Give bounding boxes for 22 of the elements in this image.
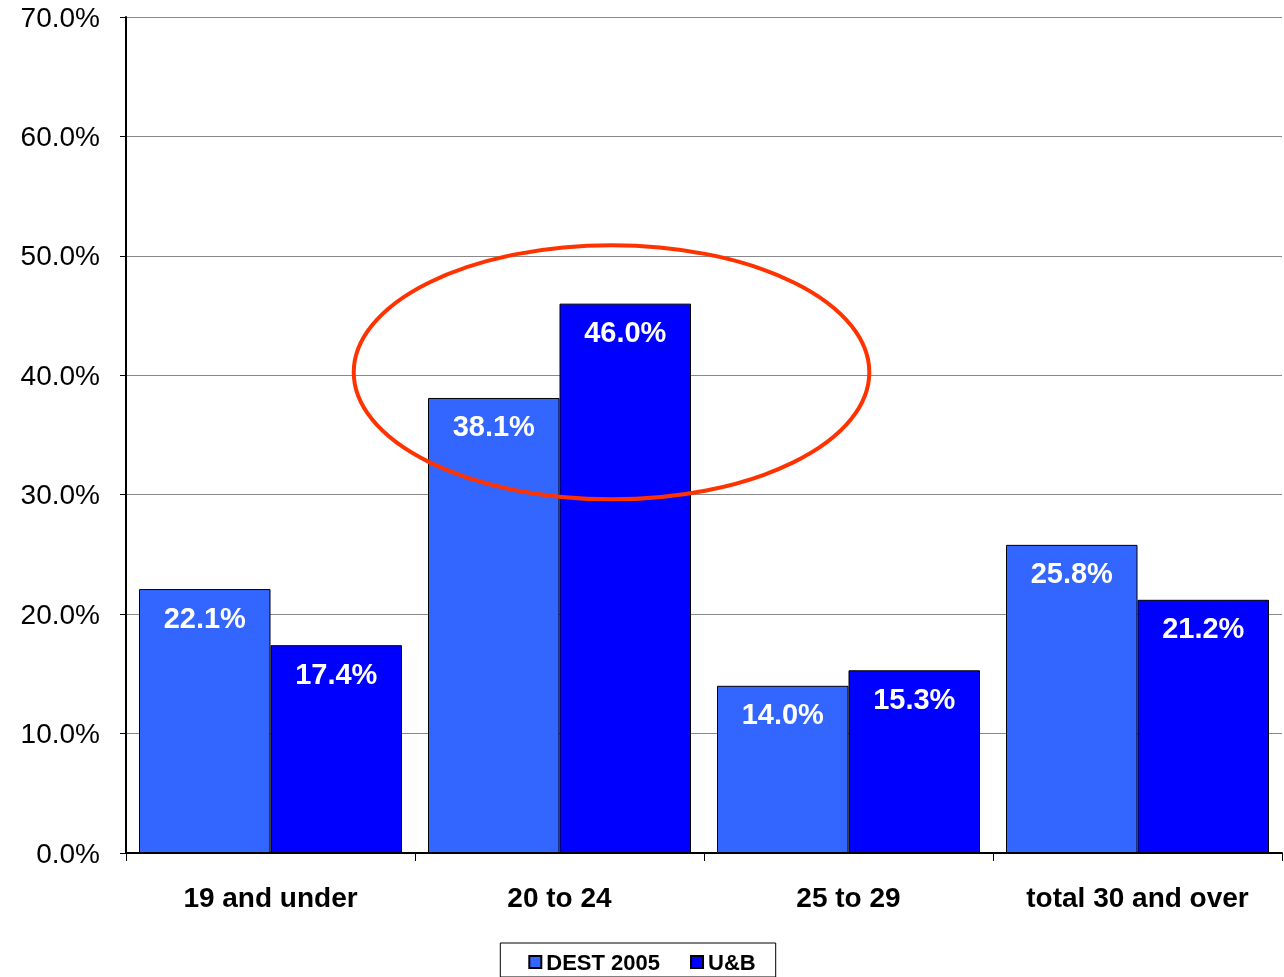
y-tick-label: 30.0%	[20, 479, 100, 511]
data-label: 25.8%	[1030, 557, 1114, 590]
y-tick-label: 60.0%	[20, 120, 100, 152]
y-tick-label: 20.0%	[20, 598, 100, 630]
data-label: 17.4%	[295, 657, 378, 690]
x-tick-label: 25 to 29	[796, 881, 901, 913]
data-label: 22.1%	[163, 601, 247, 634]
y-tick-label: 0.0%	[36, 837, 100, 869]
data-label: 38.1%	[452, 410, 536, 443]
y-tick-label: 70.0%	[20, 1, 100, 33]
y-tick-label: 10.0%	[20, 718, 100, 750]
x-tick-label: 19 and under	[183, 881, 358, 913]
data-label: 46.0%	[584, 316, 667, 349]
legend-label: DEST 2005	[546, 949, 661, 975]
y-tick-label: 50.0%	[20, 240, 100, 272]
data-label: 15.3%	[873, 682, 956, 715]
legend-label: U&B	[708, 949, 756, 975]
data-label: 14.0%	[741, 698, 825, 731]
data-label: 21.2%	[1162, 612, 1245, 645]
x-tick-label: total 30 and over	[1026, 881, 1249, 913]
x-tick-label: 20 to 24	[507, 881, 613, 913]
y-tick-label: 40.0%	[20, 359, 100, 391]
